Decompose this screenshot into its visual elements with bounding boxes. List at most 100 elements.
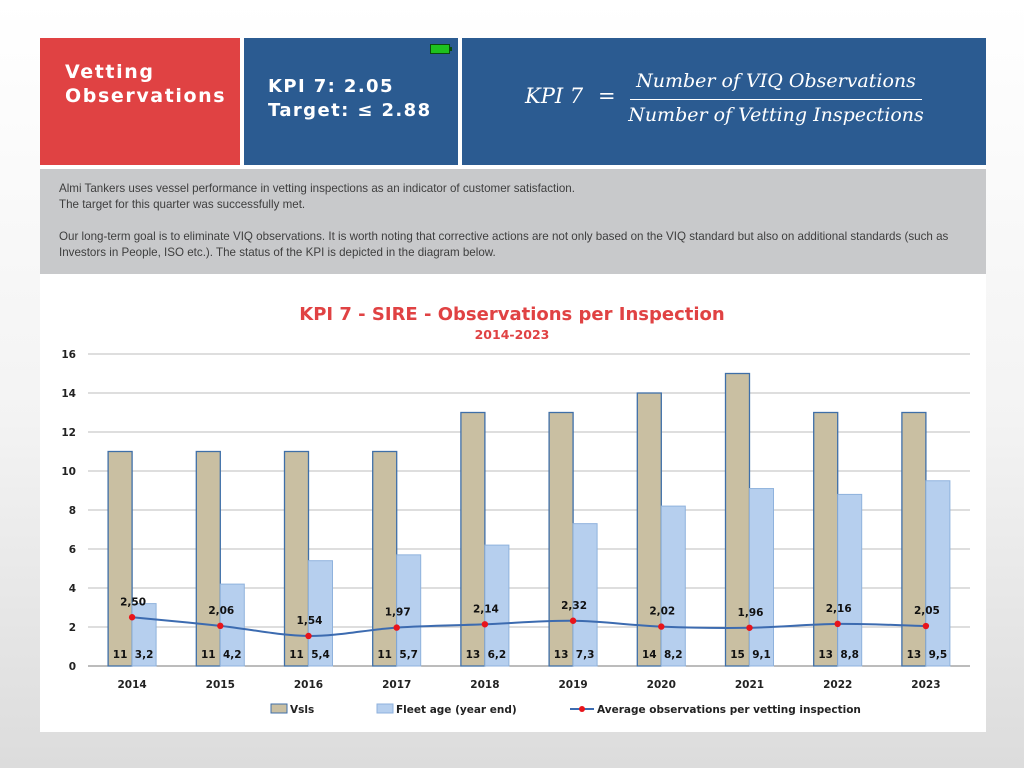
data-label-fleet-age: 8,2 [664, 649, 683, 661]
bar-vsls [813, 411, 839, 667]
bar-fleet-age [396, 554, 422, 667]
description-paragraph-2: Our long-term goal is to eliminate VIQ o… [59, 230, 949, 259]
line-point [569, 617, 577, 624]
bar-fleet-age [660, 505, 686, 667]
kpi-panel: Vetting Observations KPI 7: 2.05 Target:… [40, 38, 986, 732]
line-point [746, 624, 753, 631]
line-point [393, 624, 400, 631]
bar-fleet-age [308, 560, 333, 667]
legend-swatch-fleet-age [376, 703, 394, 714]
data-label-average: 2,16 [826, 603, 852, 615]
line-point [217, 622, 224, 630]
bar-fleet-age [925, 480, 951, 667]
title-line-2: Observations [65, 85, 227, 107]
bar-fleet-age [572, 523, 598, 667]
data-label-vsls: 13 [466, 649, 481, 661]
x-tick-label: 2022 [823, 679, 852, 691]
legend-label-fleet-age: Fleet age (year end) [396, 704, 517, 716]
data-label-fleet-age: 5,4 [311, 649, 330, 661]
line-point [128, 614, 136, 621]
legend-marker-average [579, 706, 585, 712]
bar-vsls [195, 450, 221, 667]
data-label-vsls: 15 [730, 649, 745, 661]
y-tick-label: 14 [61, 388, 76, 400]
bar-fleet-age [131, 603, 157, 667]
bar-vsls [107, 450, 133, 667]
legend-label-vsls: Vsls [290, 704, 314, 716]
kpi-value: KPI 7: 2.05 [268, 76, 394, 97]
chart-subtitle: 2014-2023 [475, 327, 550, 342]
bar-fleet-age [749, 488, 774, 667]
bar-vsls [724, 372, 751, 667]
y-tick-label: 0 [69, 661, 76, 673]
bar-fleet-age [484, 544, 510, 667]
y-tick-label: 8 [69, 505, 76, 517]
line-point [305, 632, 312, 640]
data-label-average: 2,06 [208, 605, 234, 617]
data-label-vsls: 13 [907, 649, 922, 661]
line-point [658, 623, 665, 630]
data-label-fleet-age: 7,3 [576, 649, 595, 661]
bar-vsls [283, 450, 310, 667]
data-label-average: 2,32 [561, 600, 587, 612]
data-label-average: 1,54 [297, 615, 323, 627]
y-tick-label: 16 [61, 349, 76, 361]
bar-vsls [460, 411, 486, 667]
data-label-average: 1,96 [738, 607, 764, 619]
data-label-average: 2,50 [120, 596, 146, 608]
x-tick-label: 2014 [117, 679, 146, 691]
x-tick-label: 2019 [558, 679, 587, 691]
data-label-vsls: 11 [201, 649, 216, 661]
y-tick-label: 6 [69, 544, 76, 556]
x-tick-label: 2018 [470, 679, 499, 691]
data-label-fleet-age: 9,5 [929, 649, 948, 661]
y-tick-label: 10 [61, 466, 76, 478]
chart-title: KPI 7 - SIRE - Observations per Inspecti… [299, 304, 724, 325]
data-label-vsls: 13 [554, 649, 569, 661]
header-formula-box: KPI 7 = Number of VIQ Observations Numbe… [462, 38, 986, 165]
x-tick-label: 2017 [382, 679, 411, 691]
bar-fleet-age [837, 493, 863, 667]
legend-swatch-vsls [270, 703, 288, 714]
series-line-average-observations [132, 616, 926, 637]
data-label-fleet-age: 5,7 [399, 649, 418, 661]
description-line-2: The target for this quarter was successf… [59, 198, 306, 211]
bar-vsls [636, 392, 662, 667]
description-box: Almi Tankers uses vessel performance in … [40, 169, 986, 274]
data-label-fleet-age: 8,8 [840, 649, 859, 661]
formula-numerator: Number of VIQ Observations [636, 70, 916, 92]
x-tick-label: 2020 [647, 679, 676, 691]
data-label-average: 1,97 [385, 607, 411, 619]
data-label-vsls: 11 [289, 649, 304, 661]
status-battery-icon [430, 44, 452, 54]
y-tick-label: 4 [69, 583, 76, 595]
page-title: Vetting Observations [65, 60, 226, 108]
line-point [834, 620, 841, 628]
formula-lhs: KPI 7 [525, 84, 584, 108]
data-label-average: 2,14 [473, 603, 499, 615]
data-label-average: 2,02 [649, 606, 675, 618]
y-tick-label: 2 [69, 622, 76, 634]
x-tick-label: 2023 [911, 679, 940, 691]
kpi-chart: KPI 7 - SIRE - Observations per Inspecti… [61, 304, 970, 716]
x-tick-label: 2021 [735, 679, 764, 691]
data-label-fleet-age: 9,1 [752, 649, 771, 661]
title-line-1: Vetting [65, 61, 155, 83]
data-label-fleet-age: 4,2 [223, 649, 242, 661]
description-line-1: Almi Tankers uses vessel performance in … [59, 182, 575, 195]
bar-vsls [372, 450, 398, 667]
kpi-target: Target: ≤ 2.88 [268, 100, 432, 121]
x-tick-label: 2016 [294, 679, 323, 691]
y-tick-label: 12 [61, 427, 76, 439]
header-title-box: Vetting Observations [40, 38, 240, 165]
bar-vsls [548, 411, 574, 667]
formula-denominator: Number of Vetting Inspections [628, 104, 924, 126]
data-label-vsls: 11 [377, 649, 392, 661]
line-point [481, 621, 489, 628]
x-tick-label: 2015 [206, 679, 235, 691]
data-label-fleet-age: 6,2 [488, 649, 507, 661]
data-label-average: 2,05 [914, 605, 940, 617]
legend-label-average: Average observations per vetting inspect… [597, 704, 861, 716]
data-label-vsls: 11 [113, 649, 128, 661]
header-kpi-box: KPI 7: 2.05 Target: ≤ 2.88 [244, 38, 458, 165]
